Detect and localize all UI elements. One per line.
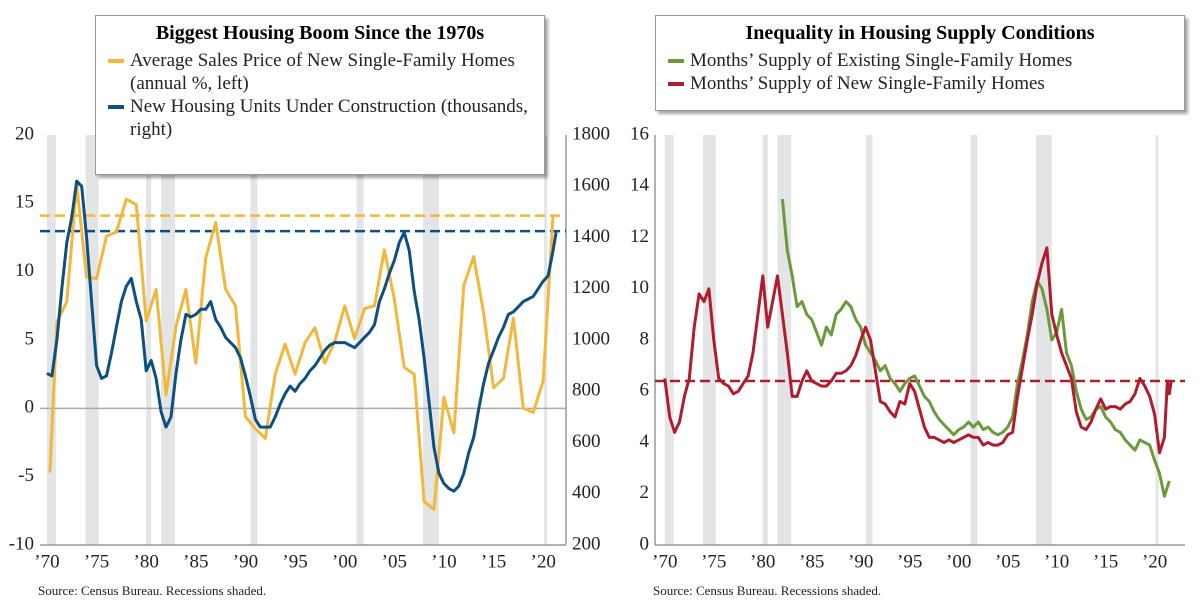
y-tick-label: 8: [640, 328, 650, 349]
recession-band: [85, 135, 99, 545]
source-note: Source: Census Bureau. Recessions shaded…: [38, 583, 266, 598]
x-tick-label: ’15: [1093, 551, 1118, 572]
y-tick-label: 10: [630, 277, 649, 298]
y-tick-label: 5: [25, 328, 35, 349]
recession-band: [423, 135, 439, 545]
legend-entry: New Housing Units Under Construction (th…: [108, 95, 532, 141]
y-tick-label: -5: [18, 465, 34, 486]
y-tick-label: 12: [630, 226, 649, 247]
recession-band: [46, 135, 56, 545]
series-line: [48, 182, 555, 511]
x-tick-label: ’90: [233, 551, 258, 572]
recession-band: [762, 135, 768, 545]
x-tick-label: ’10: [1044, 551, 1069, 572]
y-tick-label: 14: [630, 175, 650, 196]
recession-band: [703, 135, 716, 545]
legend-swatch: [108, 105, 124, 109]
x-tick-label: ’00: [946, 551, 971, 572]
x-tick-label: ’70: [652, 551, 677, 572]
series-line: [780, 198, 1171, 498]
series-line: [46, 179, 558, 493]
chart-title: Biggest Housing Boom Since the 1970s: [155, 22, 485, 44]
y-tick-label: 0: [25, 397, 35, 418]
x-tick-label: ’90: [848, 551, 873, 572]
x-tick-label: ’75: [701, 551, 726, 572]
legend-label: Months’ Supply of New Single-Family Home…: [690, 73, 1045, 94]
x-tick-label: ’95: [282, 551, 307, 572]
recession-band: [664, 135, 674, 545]
y-tick-label: 2: [640, 482, 650, 503]
legend-entry: Average Sales Price of New Single-Family…: [108, 49, 532, 95]
x-tick-label: ’85: [799, 551, 824, 572]
x-tick-label: ’80: [134, 551, 159, 572]
y2-tick-label: 800: [572, 380, 601, 401]
x-tick-label: ’95: [897, 551, 922, 572]
x-tick-label: ’10: [431, 551, 456, 572]
recession-band: [161, 135, 175, 545]
recession-band: [146, 135, 152, 545]
y2-tick-label: 400: [572, 482, 601, 503]
legend-swatch: [108, 59, 124, 63]
y2-tick-label: 1600: [572, 175, 610, 196]
legend-entry: Months’ Supply of New Single-Family Home…: [668, 72, 1172, 95]
y-tick-label: 4: [640, 431, 650, 452]
y-tick-label: 0: [640, 533, 650, 554]
y2-tick-label: 1000: [572, 328, 610, 349]
recession-band: [970, 135, 978, 545]
source-note: Source: Census Bureau. Recessions shaded…: [653, 583, 881, 598]
x-tick-label: ’05: [995, 551, 1020, 572]
x-tick-label: ’85: [183, 551, 208, 572]
x-tick-label: ’15: [481, 551, 506, 572]
x-tick-label: ’75: [84, 551, 109, 572]
y-tick-label: 6: [640, 380, 650, 401]
y-tick-label: 10: [15, 260, 34, 281]
y-tick-label: 20: [15, 123, 34, 144]
legend-label: New Housing Units Under Construction (th…: [130, 96, 528, 140]
recession-band: [250, 135, 258, 545]
recession-band: [1036, 135, 1052, 545]
y2-tick-label: 1400: [572, 226, 610, 247]
legend-label: Average Sales Price of New Single-Family…: [130, 50, 515, 94]
y2-tick-label: 1800: [572, 123, 610, 144]
legend-swatch: [668, 59, 684, 63]
x-tick-label: ’00: [332, 551, 357, 572]
legend: Inequality in Housing Supply Conditions …: [655, 15, 1185, 111]
legend-entry: Months’ Supply of Existing Single-Family…: [668, 49, 1172, 72]
legend-swatch: [668, 82, 684, 86]
x-tick-label: ’20: [531, 551, 556, 572]
y-tick-label: 16: [630, 123, 649, 144]
y2-tick-label: 600: [572, 431, 601, 452]
x-tick-label: ’05: [382, 551, 407, 572]
series-line: [663, 246, 1173, 455]
y2-tick-label: 200: [572, 533, 601, 554]
chart-title: Inequality in Housing Supply Conditions: [745, 22, 1095, 44]
x-tick-label: ’70: [34, 551, 59, 572]
legend: Biggest Housing Boom Since the 1970s Ave…: [95, 15, 545, 175]
x-tick-label: ’80: [750, 551, 775, 572]
legend-label: Months’ Supply of Existing Single-Family…: [690, 50, 1073, 71]
y-tick-label: 15: [15, 192, 34, 213]
x-tick-label: ’20: [1142, 551, 1167, 572]
recession-band: [1155, 135, 1159, 545]
y2-tick-label: 1200: [572, 277, 610, 298]
y-tick-label: -10: [9, 533, 34, 554]
